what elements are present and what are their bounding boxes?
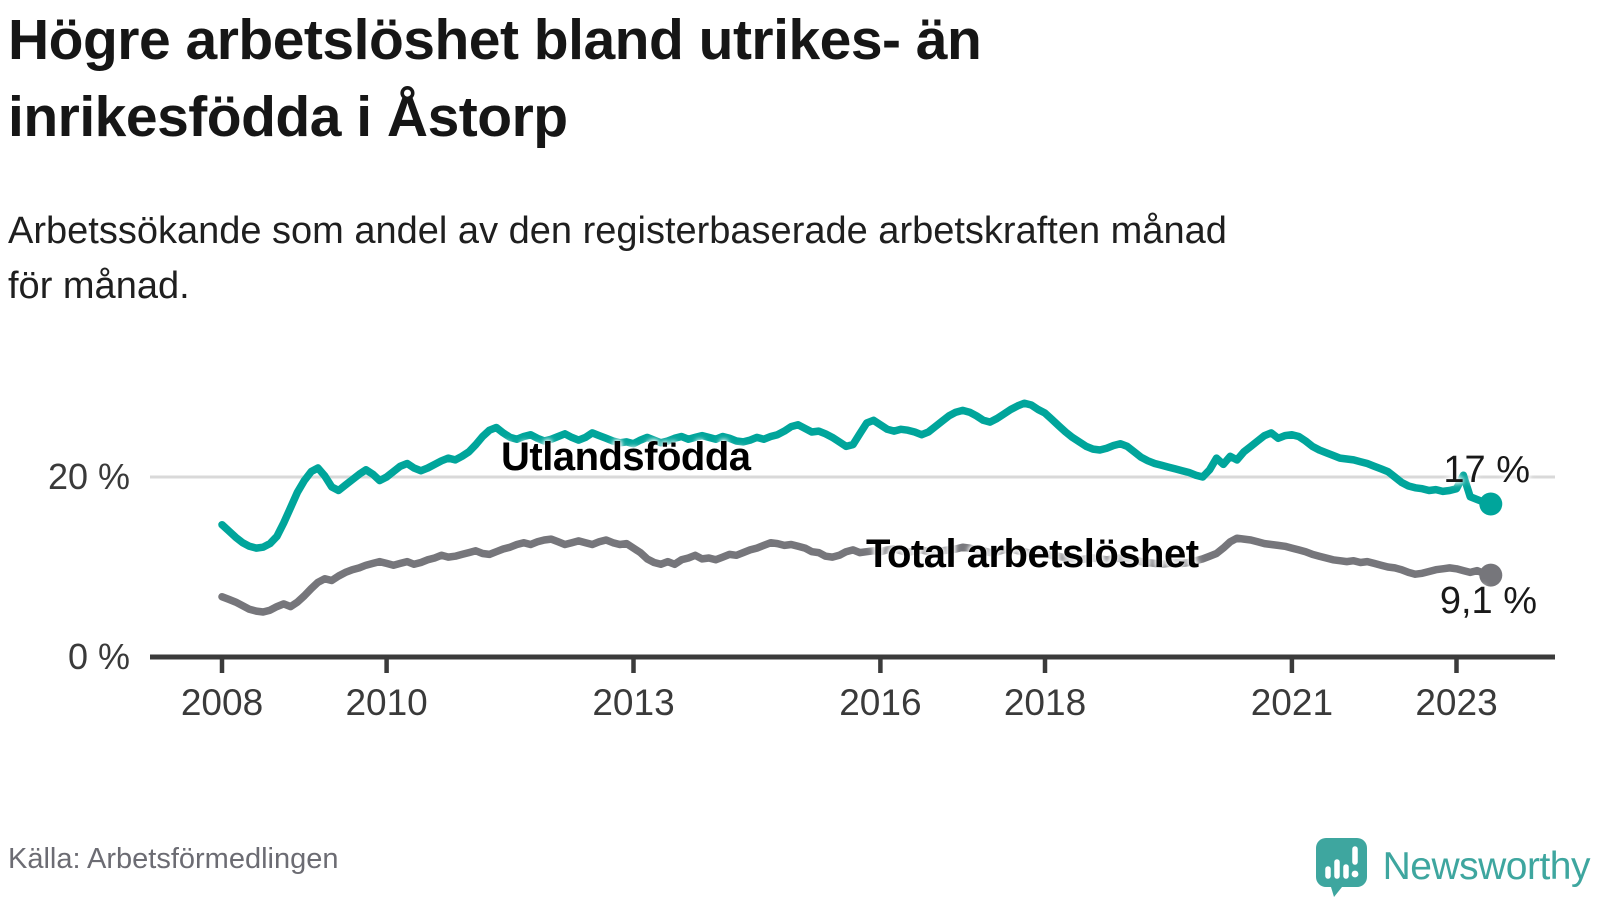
x-tick-label-2013: 2013 (592, 682, 675, 723)
end-value-label-utlandsfodda: 17 % (1443, 449, 1530, 491)
source-attribution: Källa: Arbetsförmedlingen (8, 843, 339, 875)
x-tick-label-2018: 2018 (1003, 682, 1087, 723)
end-dot-total (1479, 563, 1503, 587)
x-tick-label-2021: 2021 (1250, 682, 1334, 723)
brand-logo: Newsworthy (1313, 836, 1591, 898)
chart-subtitle: Arbetssökande som andel av den registerb… (8, 204, 1568, 314)
x-tick-label-2010: 2010 (345, 682, 428, 723)
subtitle-line-2: för månad. (8, 265, 190, 307)
line-utlandsfodda (218, 399, 1495, 552)
series-label-total-arbetsloshet: Total arbetslöshet (866, 532, 1199, 576)
x-tick-label-2016: 2016 (839, 682, 922, 723)
end-dot-utlandsfodda (1479, 492, 1503, 516)
end-value-label-total: 9,1 % (1439, 580, 1537, 622)
page-title: Högre arbetslöshet bland utrikes- än inr… (8, 2, 1568, 156)
title-line-2: inrikesfödda i Åstorp (8, 85, 568, 149)
x-tick-label-2023: 2023 (1415, 682, 1498, 723)
x-tick-label-2008: 2008 (180, 682, 264, 723)
y-axis-label-20: 20 % (47, 456, 130, 497)
series-label-utlandsfodda: Utlandsfödda (501, 435, 751, 479)
title-line-1: Högre arbetslöshet bland utrikes- än (8, 8, 982, 72)
brand-name: Newsworthy (1382, 845, 1591, 888)
newsworthy-speech-bubble-bar-chart-icon (1315, 838, 1367, 897)
y-axis-label-0: 0 % (67, 636, 130, 677)
line-total (218, 534, 1495, 616)
subtitle-line-1: Arbetssökande som andel av den registerb… (8, 210, 1227, 252)
